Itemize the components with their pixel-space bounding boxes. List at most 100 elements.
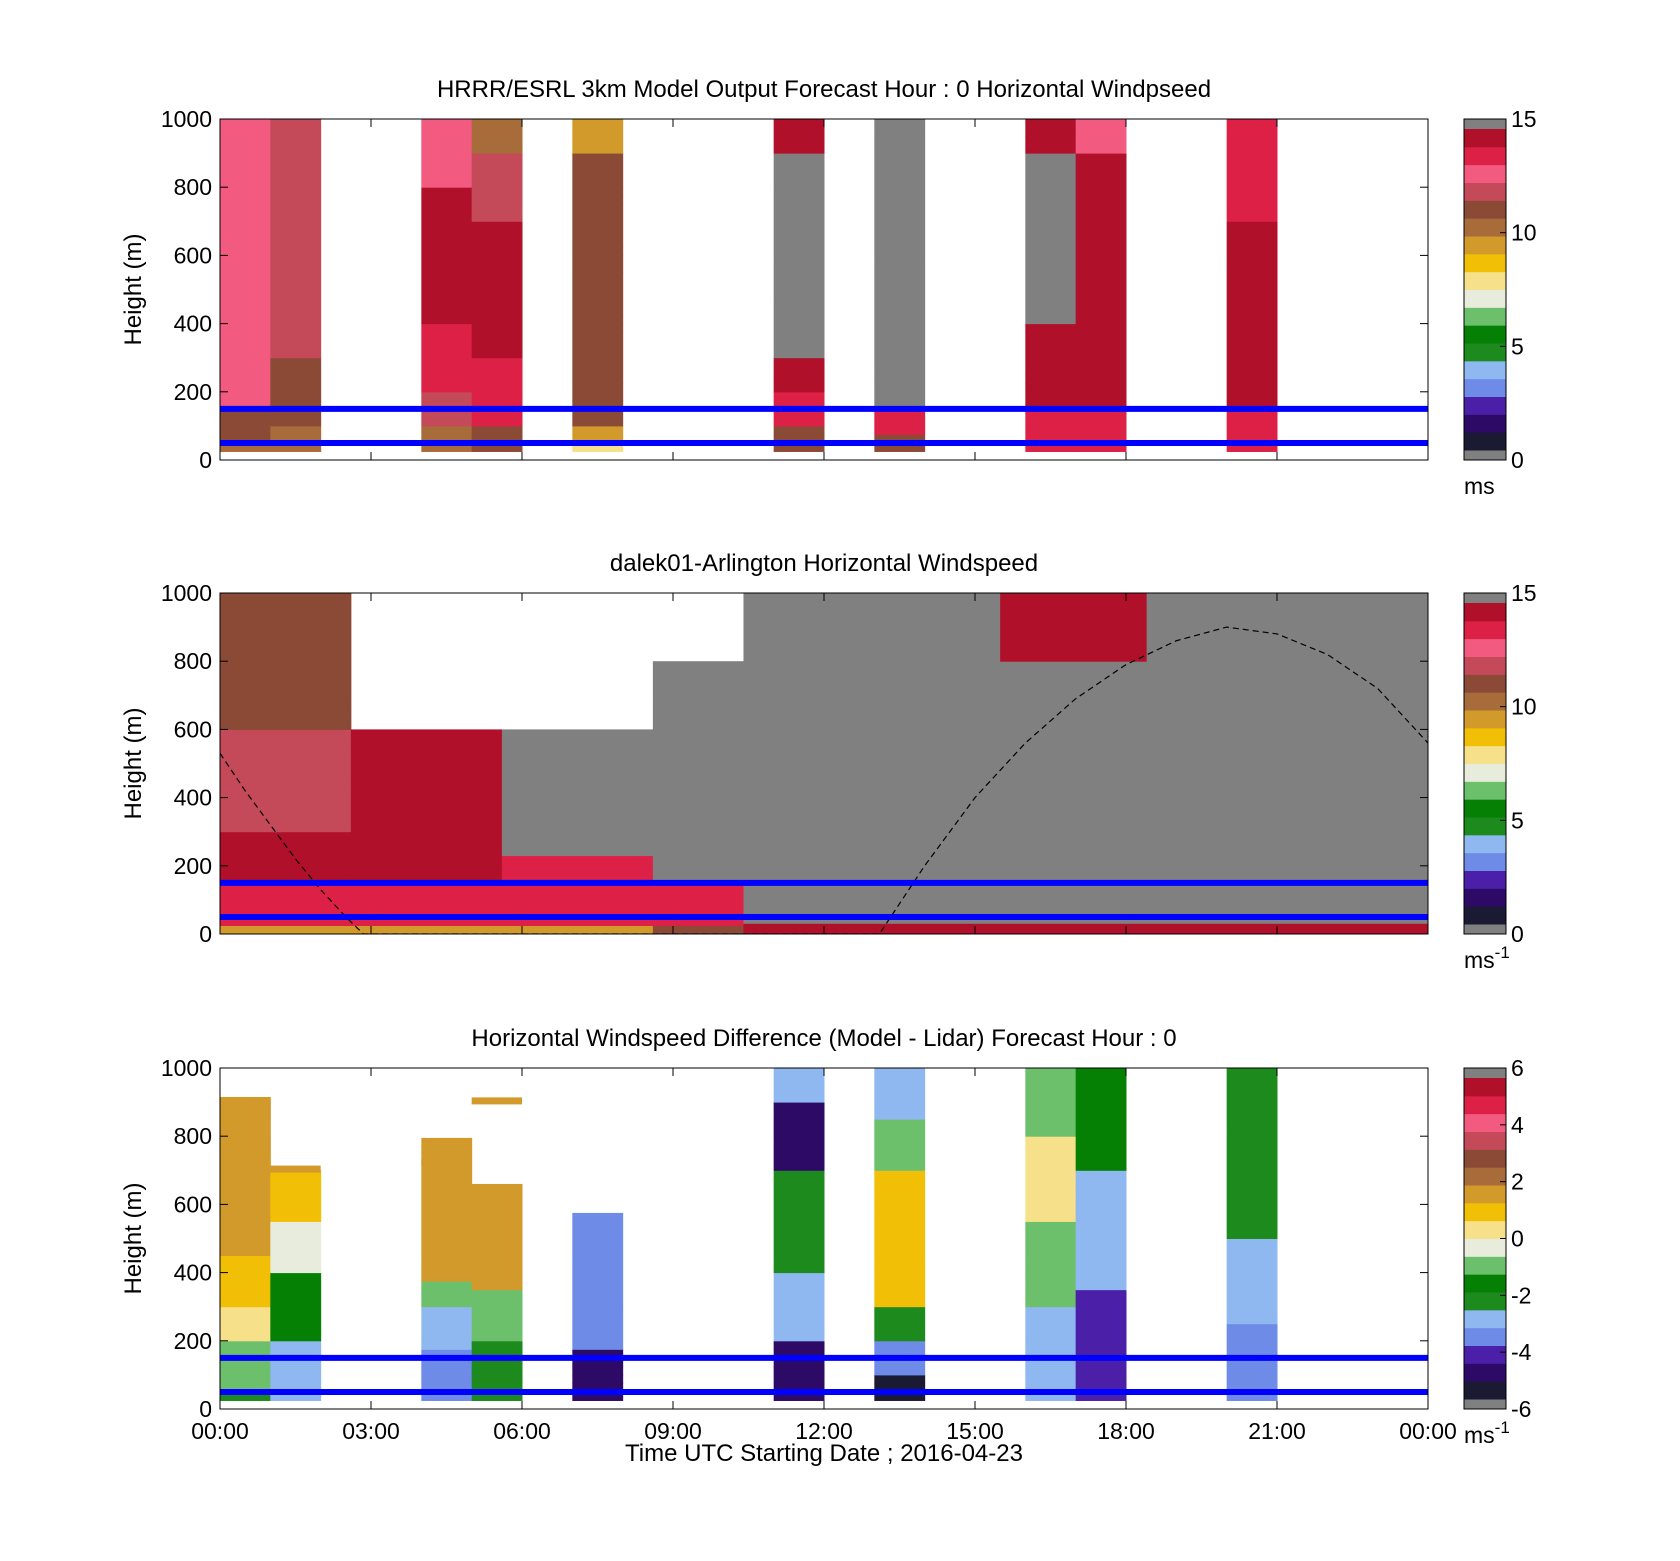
data-column-1 [220, 366, 271, 376]
data-column-5 [572, 212, 624, 222]
data-column-7 [874, 1076, 926, 1086]
data-column-2 [270, 238, 322, 248]
data-column-7 [874, 1323, 926, 1333]
data-region-6 [743, 916, 1428, 926]
data-column-7 [874, 1366, 926, 1376]
data-column-5 [572, 280, 624, 290]
data-column-1 [220, 1323, 271, 1333]
data-region-8 [743, 925, 1428, 934]
data-column-10 [1226, 280, 1278, 290]
colorbar-tick-label: 5 [1511, 333, 1524, 359]
data-column-2 [270, 434, 322, 444]
data-region-1 [220, 891, 352, 901]
data-column-9 [1075, 204, 1127, 214]
data-region-1 [220, 720, 352, 730]
data-region-2 [350, 925, 503, 934]
data-column-9 [1075, 280, 1127, 290]
data-column-7 [874, 1068, 926, 1078]
data-column-9 [1075, 221, 1127, 231]
data-column-1 [220, 1238, 271, 1248]
data-column-6 [773, 1119, 825, 1129]
colorbar-frame [1463, 118, 1507, 461]
data-column-4 [471, 1383, 523, 1393]
data-region-4 [501, 736, 654, 746]
data-column-9 [1075, 170, 1127, 180]
data-column-5 [572, 187, 624, 197]
data-region-2 [350, 831, 503, 841]
data-column-7 [874, 1093, 926, 1103]
data-column-10 [1226, 1247, 1278, 1257]
data-column-6 [773, 1110, 825, 1120]
data-column-1 [220, 340, 271, 350]
data-column-10 [1226, 408, 1278, 418]
data-region-4 [501, 804, 654, 814]
data-column-10 [1226, 1119, 1278, 1129]
data-column-6 [773, 340, 825, 350]
data-column-9 [1075, 1178, 1127, 1188]
colorbar-tick-label: 15 [1511, 106, 1537, 132]
data-region-2 [350, 848, 503, 858]
data-region-6 [743, 840, 1428, 850]
data-region-1 [220, 737, 352, 747]
data-region-5 [652, 848, 744, 858]
data-column-6 [773, 442, 825, 452]
data-column-6 [773, 1340, 825, 1350]
y-tick-label: 800 [174, 1123, 212, 1149]
data-column-3 [421, 280, 473, 290]
data-column-5 [572, 1298, 624, 1308]
data-column-6 [773, 161, 825, 171]
data-column-2 [270, 255, 322, 265]
data-region-2 [350, 797, 503, 807]
data-column-9 [1075, 144, 1127, 154]
data-column-3 [421, 1195, 473, 1205]
colorbar-tick-label: -6 [1511, 1396, 1531, 1422]
colorbar-under [1464, 450, 1506, 460]
data-column-6 [773, 1178, 825, 1188]
data-column-10 [1226, 1323, 1278, 1333]
data-column-8 [1025, 1315, 1077, 1325]
data-region-5 [652, 703, 744, 713]
y-axis-label: Height (m) [120, 233, 147, 345]
data-region-1 [220, 899, 352, 909]
data-column-8 [1025, 1383, 1077, 1393]
data-column-5 [572, 195, 624, 205]
data-column-9 [1075, 417, 1127, 427]
data-region-2 [350, 891, 503, 901]
data-column-4 [471, 298, 523, 308]
data-region-5 [652, 823, 744, 833]
data-column-7 [874, 1264, 926, 1274]
data-column-2 [270, 229, 322, 239]
data-region-2 [350, 772, 503, 782]
data-column-1 [220, 1195, 271, 1205]
data-column-2 [270, 221, 322, 231]
data-column-6 [773, 238, 825, 248]
data-column-5 [572, 315, 624, 325]
data-column-7 [874, 1102, 926, 1112]
data-column-1 [220, 246, 271, 256]
plot-area [220, 119, 1428, 452]
data-region-3 [501, 857, 654, 867]
data-region-5 [652, 814, 744, 824]
data-column-10 [1226, 1127, 1278, 1137]
data-column-6 [773, 391, 825, 401]
data-region-7 [1000, 593, 1147, 603]
data-column-10 [1226, 204, 1278, 214]
data-column-4 [471, 1183, 523, 1188]
data-column-2 [270, 1255, 322, 1265]
data-column-3 [421, 187, 473, 197]
data-column-9 [1075, 1298, 1127, 1308]
data-column-8 [1025, 229, 1077, 239]
data-column-1 [220, 238, 271, 248]
data-column-2 [270, 1178, 322, 1188]
data-region-1 [220, 610, 352, 620]
data-region-1 [220, 669, 352, 679]
data-column-4 [471, 1391, 523, 1401]
y-tick-label: 600 [174, 1191, 212, 1217]
colorbar-segment [1464, 1202, 1506, 1222]
data-column-1 [220, 178, 271, 188]
data-column-7 [874, 1195, 926, 1205]
colorbar-tick-label: -4 [1511, 1339, 1532, 1365]
data-column-10 [1226, 1255, 1278, 1265]
data-column-7 [874, 161, 926, 171]
data-region-1 [220, 823, 352, 833]
